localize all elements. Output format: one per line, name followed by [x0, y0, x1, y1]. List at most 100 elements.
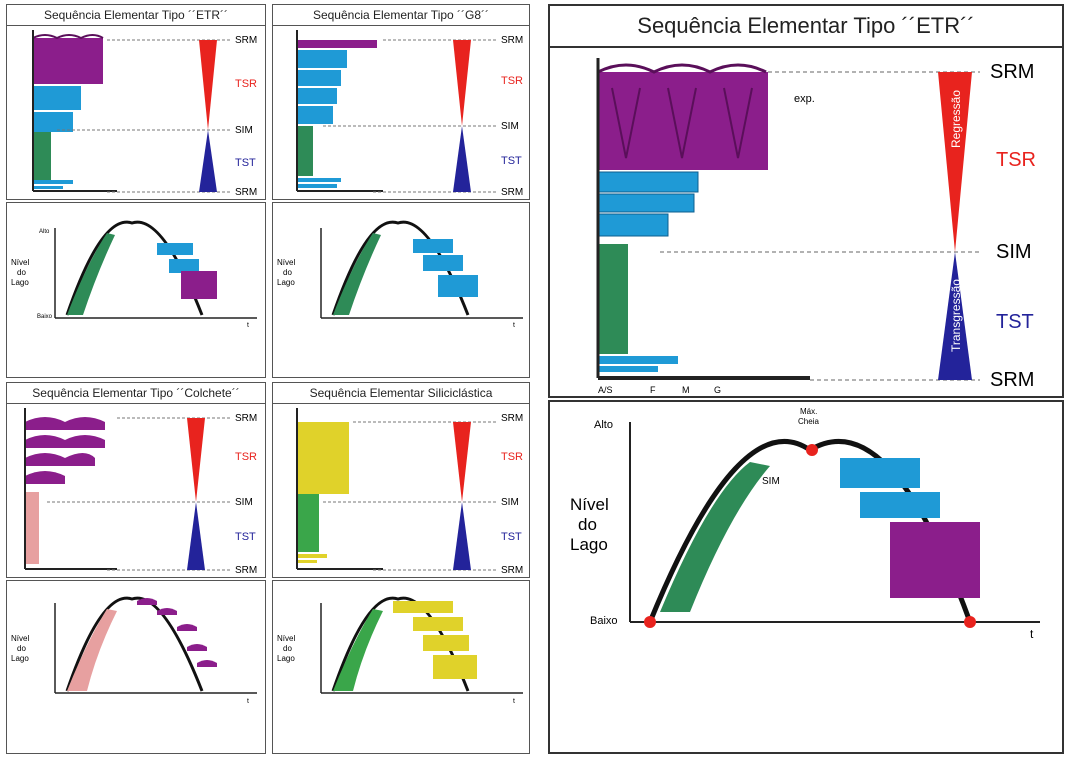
svg-text:Transgressão: Transgressão [949, 279, 963, 352]
svg-text:SRM: SRM [501, 565, 523, 576]
gst-layers [33, 86, 81, 132]
svg-text:TSR: TSR [996, 149, 1036, 171]
panel-etr-curve-large: Nível do Lago Alto Baixo Máx. Cheia SIM … [548, 400, 1064, 754]
svg-text:SIM: SIM [235, 125, 253, 136]
svg-text:Cheia: Cheia [798, 417, 819, 426]
svg-text:TST: TST [235, 157, 256, 169]
svg-text:Regressão: Regressão [949, 90, 963, 148]
svg-text:A/S: A/S [598, 385, 613, 395]
svg-text:t: t [513, 698, 515, 705]
svg-text:Lago: Lago [11, 654, 29, 663]
svg-text:do: do [283, 644, 292, 653]
panel-colchete-column: Sequência Elementar Tipo ´´Colchete´´ SR… [6, 382, 266, 578]
panel-siliciclastica-column: Sequência Elementar Siliciclástica SRM T… [272, 382, 530, 578]
panel-title: Sequência Elementar Tipo ´´G8´´ [273, 5, 529, 26]
basal-gst [33, 180, 73, 189]
panel-colchete-curve: Nível do Lago t [6, 580, 266, 754]
svg-text:SIM: SIM [996, 241, 1032, 263]
svg-text:SRM: SRM [235, 187, 257, 198]
svg-text:SIM: SIM [501, 497, 519, 508]
svg-text:Lago: Lago [277, 278, 295, 287]
svg-text:TST: TST [501, 531, 522, 543]
panel-title: Sequência Elementar Tipo ´´ETR´´ [550, 6, 1062, 48]
panel-g8-curve: Nível do Lago t [272, 202, 530, 378]
svg-text:M: M [682, 385, 690, 395]
svg-text:Máx.: Máx. [800, 407, 817, 416]
lake-level-curve: Nível do Lago Alto Baixo t [11, 220, 257, 329]
svg-text:do: do [17, 644, 26, 653]
regression-triangle [199, 40, 217, 130]
svg-text:Lago: Lago [11, 278, 29, 287]
gst-layers [297, 40, 377, 124]
panel-etr-column-large: Sequência Elementar Tipo ´´ETR´´ Regress… [548, 4, 1064, 398]
svg-text:G: G [714, 385, 721, 395]
sequence-column-diagram: SRM TSR SIM TST SRM [24, 408, 257, 576]
etr-domes [597, 63, 768, 170]
lake-level-curve: Nível do Lago Alto Baixo Máx. Cheia SIM … [570, 407, 1040, 641]
svg-text:do: do [17, 268, 26, 277]
svg-text:Lago: Lago [277, 654, 295, 663]
transgression-triangle [199, 130, 217, 192]
svg-text:Alto: Alto [594, 419, 613, 431]
gst-layers [597, 171, 699, 237]
svg-text:TST: TST [235, 531, 256, 543]
svg-text:SRM: SRM [501, 35, 523, 46]
panel-etr-column: Sequência Elementar Tipo ´´ETR´´ SRM TSR… [6, 4, 266, 200]
panel-title: Sequência Elementar Tipo ´´Colchete´´ [7, 383, 265, 404]
sequence-column-diagram: SRM TSR SIM TST SRM [296, 30, 523, 198]
fcs-layer [598, 244, 628, 354]
svg-text:SIM: SIM [762, 476, 780, 487]
svg-text:Nível: Nível [11, 258, 29, 267]
fcs-layer [33, 132, 51, 180]
svg-text:SRM: SRM [501, 413, 523, 424]
svg-text:TSR: TSR [235, 451, 257, 463]
svg-text:SRM: SRM [235, 565, 257, 576]
svg-text:Nível: Nível [277, 258, 295, 267]
sequence-column-diagram: SRM TSR SIM TST SRM [32, 30, 257, 198]
svg-text:Baixo: Baixo [590, 615, 618, 627]
basal-gst [598, 356, 678, 372]
svg-text:SRM: SRM [501, 187, 523, 198]
etr-domes [32, 34, 104, 84]
svg-text:exp.: exp. [794, 93, 815, 105]
svg-text:SRM: SRM [235, 35, 257, 46]
svg-text:TST: TST [996, 311, 1034, 333]
panel-etr-curve: Nível do Lago Alto Baixo t [6, 202, 266, 378]
svg-text:do: do [578, 515, 597, 534]
svg-text:Nível: Nível [277, 634, 295, 643]
svg-text:Lago: Lago [570, 535, 608, 554]
panel-siliciclastica-curve: Nível do Lago t [272, 580, 530, 754]
svg-text:t: t [513, 322, 515, 329]
lake-level-curve: Nível do Lago t [277, 596, 523, 705]
svg-text:t: t [247, 322, 249, 329]
sequence-column-diagram: SRM TSR SIM TST SRM [296, 408, 523, 576]
regression-triangle [938, 72, 972, 252]
panel-g8-column: Sequência Elementar Tipo ´´G8´´ SRM TSR … [272, 4, 530, 200]
svg-text:do: do [283, 268, 292, 277]
fs-layer [297, 494, 319, 552]
svg-text:SRM: SRM [990, 61, 1034, 83]
svg-text:Nível: Nível [570, 495, 609, 514]
arn-layer [297, 422, 349, 494]
svg-text:SRM: SRM [990, 369, 1034, 391]
fcs-layer [297, 126, 313, 176]
svg-text:TSR: TSR [235, 78, 257, 90]
lake-level-curve: Nível do Lago t [11, 596, 257, 705]
panel-title: Sequência Elementar Siliciclástica [273, 383, 529, 404]
svg-text:TSR: TSR [501, 75, 523, 87]
svg-text:SIM: SIM [235, 497, 253, 508]
svg-text:Alto: Alto [39, 229, 50, 235]
lake-level-curve: Nível do Lago t [277, 220, 523, 329]
svg-text:TST: TST [501, 155, 522, 167]
fs-layer [25, 492, 39, 564]
svg-text:Baixo: Baixo [37, 314, 53, 320]
svg-text:TSR: TSR [501, 451, 523, 463]
transgression-triangle [938, 252, 972, 380]
svg-text:F: F [650, 385, 656, 395]
panel-title: Sequência Elementar Tipo ´´ETR´´ [7, 5, 265, 26]
svg-text:t: t [247, 698, 249, 705]
svg-text:SRM: SRM [235, 413, 257, 424]
etrl-layers [25, 417, 105, 484]
svg-text:Nível: Nível [11, 634, 29, 643]
svg-text:t: t [1030, 627, 1034, 641]
